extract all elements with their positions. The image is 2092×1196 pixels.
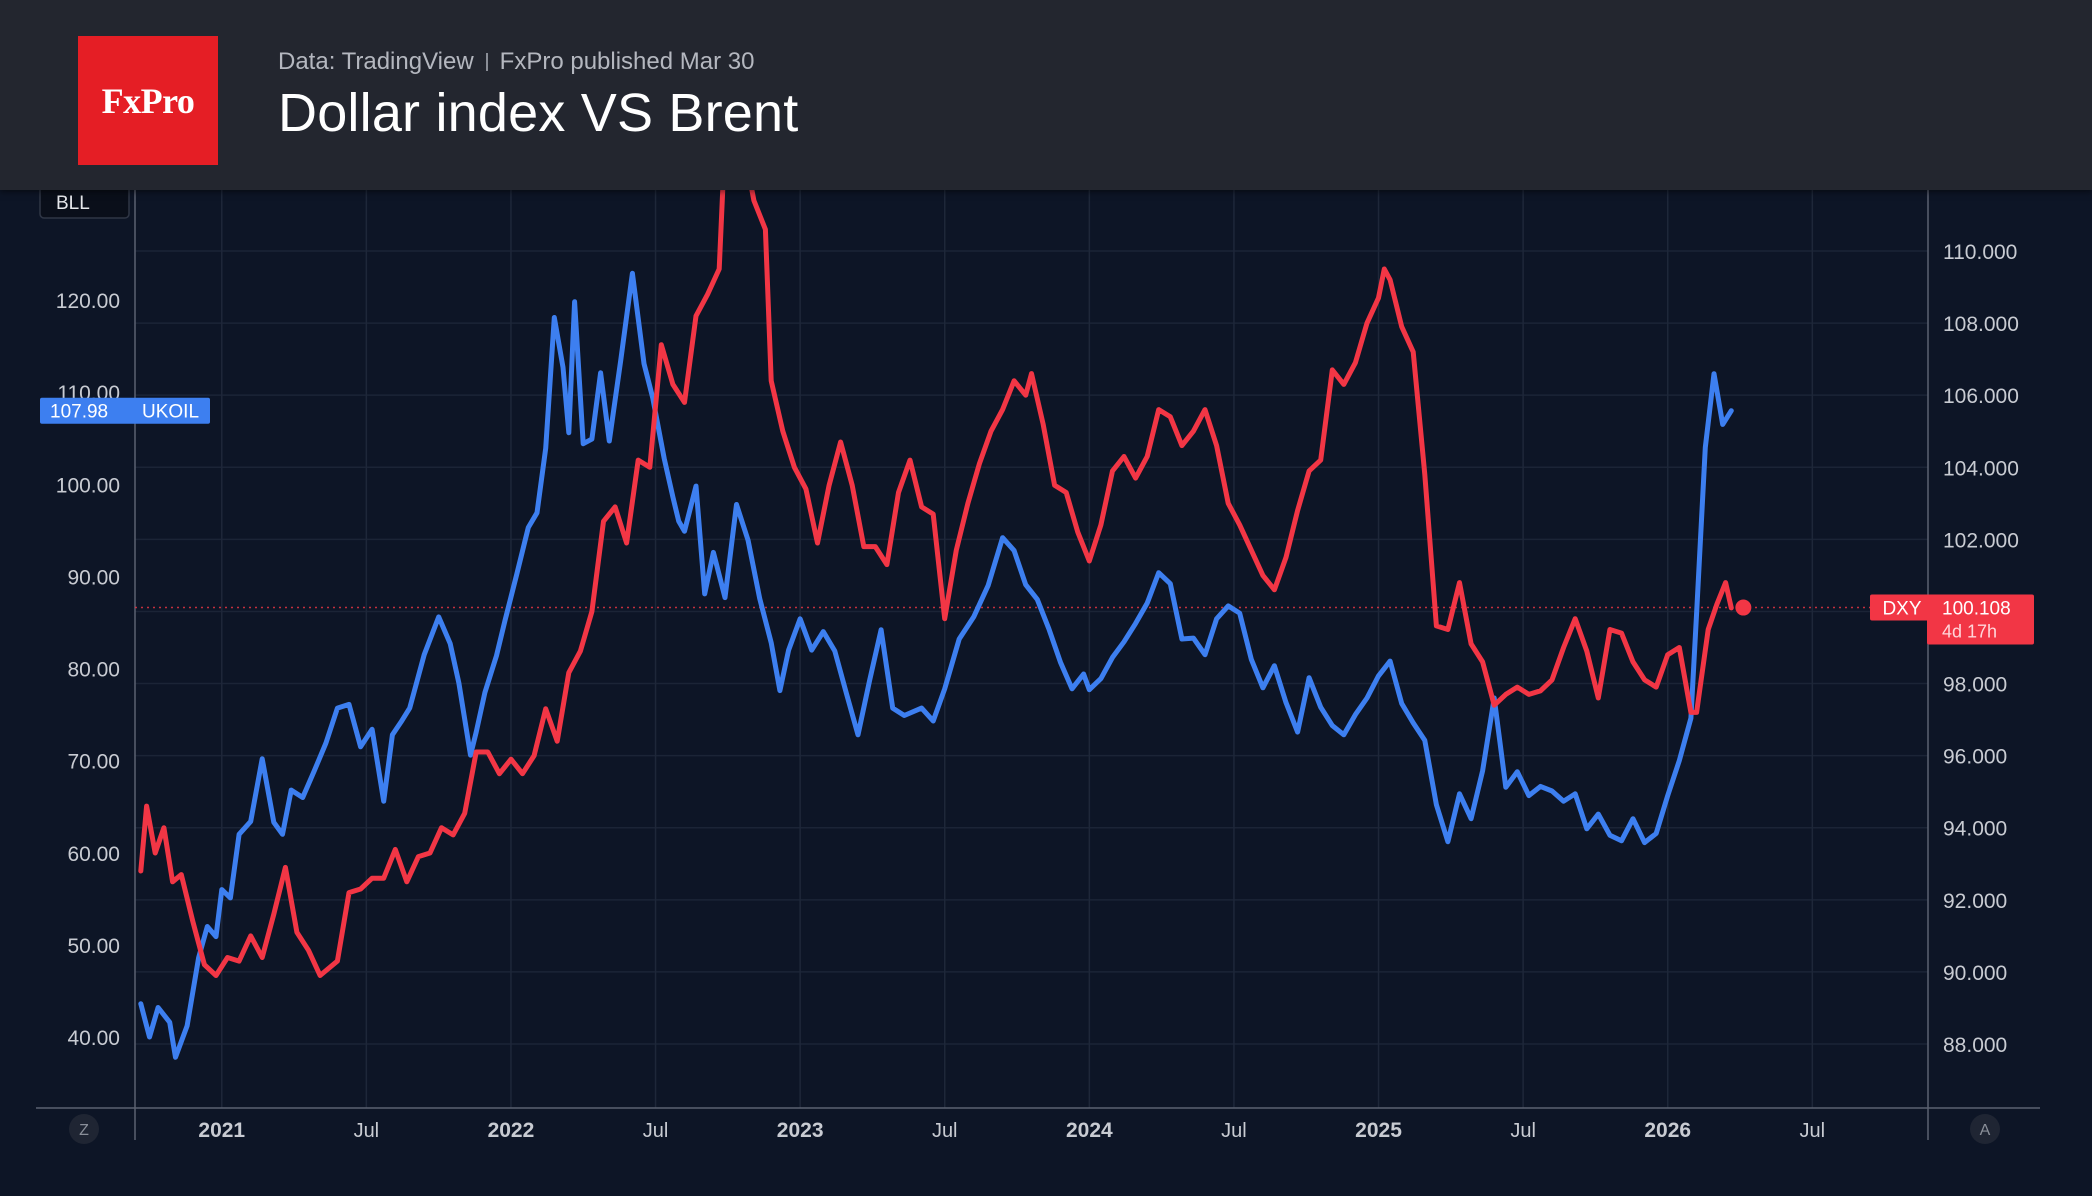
right-tick-label: 90.000 (1943, 962, 2007, 985)
left-tick-label: 60.00 (67, 843, 120, 866)
right-tick-label: 98.000 (1943, 674, 2007, 697)
auto-scale-button (1970, 1114, 2000, 1144)
right-tick-label: 104.000 (1943, 457, 2019, 480)
auto-scale-label: A (1980, 1122, 1991, 1139)
scale-z-button (69, 1114, 99, 1144)
x-tick-label: 2024 (1066, 1119, 1113, 1142)
dxy-price-tag (1927, 594, 2034, 645)
header-subtitle: Data: TradingView FxPro published Mar 30 (278, 48, 754, 76)
scale-z-label: Z (79, 1122, 89, 1139)
left-tick-label: 120.00 (56, 290, 120, 313)
series (135, 136, 1870, 1060)
dxy-countdown: 4d 17h (1942, 622, 1997, 642)
series-line-ukoil (138, 270, 1734, 1060)
x-tick-label: Jul (643, 1120, 669, 1142)
dxy-price-value: 100.108 (1942, 599, 2011, 620)
published-text: FxPro published Mar 30 (499, 48, 755, 75)
series-line-dxy (138, 136, 1734, 978)
ukoil-series-name: UKOIL (142, 402, 199, 423)
dxy-series-name: DXY (1882, 599, 1921, 620)
brand-logo: FxPro (78, 36, 218, 165)
x-tick-label: Jul (932, 1120, 958, 1142)
x-tick-label: 2023 (777, 1119, 824, 1142)
x-tick-label: Jul (1800, 1120, 1826, 1142)
source-text: Data: TradingView (278, 48, 474, 75)
x-tick-label: 2025 (1355, 1119, 1402, 1142)
left-tick-label: 100.00 (56, 474, 120, 497)
axis-label-bll: BLL (56, 193, 90, 214)
dxy-last-point (1735, 599, 1752, 616)
header-bar: FxPro Data: TradingView FxPro published … (0, 0, 2092, 190)
right-tick-label: 106.000 (1943, 385, 2019, 408)
right-tick-label: 94.000 (1943, 818, 2007, 841)
left-tick-label: 40.00 (67, 1027, 120, 1050)
ukoil-price-label (40, 397, 210, 424)
left-tick-label: 80.00 (67, 659, 120, 682)
left-tick-label: 90.00 (67, 566, 120, 589)
right-tick-label: 108.000 (1943, 313, 2019, 336)
x-tick-label: 2021 (198, 1119, 245, 1142)
right-tick-label: 96.000 (1943, 746, 2007, 769)
x-tick-label: 2026 (1644, 1119, 1691, 1142)
grid (135, 190, 1928, 1108)
axes: 40.00 50.00 60.00 70.00 80.00 90.00 100.00 110.… (36, 190, 2040, 1142)
right-tick-label: 88.000 (1943, 1034, 2007, 1057)
right-tick-label: 92.000 (1943, 890, 2007, 913)
dxy-name-tag (1870, 594, 1934, 621)
ukoil-price-value: 107.98 (50, 402, 108, 423)
right-tick-label: 102.000 (1943, 529, 2019, 552)
x-tick-label: Jul (1221, 1120, 1247, 1142)
x-tick-label: 2022 (488, 1119, 535, 1142)
x-tick-label: Jul (354, 1120, 380, 1142)
right-tick-label: 110.000 (1943, 241, 2017, 264)
separator (485, 53, 488, 71)
left-tick-label: 70.00 (67, 751, 120, 774)
page-title: Dollar index VS Brent (278, 83, 799, 143)
x-tick-label: Jul (1510, 1120, 1536, 1142)
left-tick-label: 50.00 (67, 935, 120, 958)
